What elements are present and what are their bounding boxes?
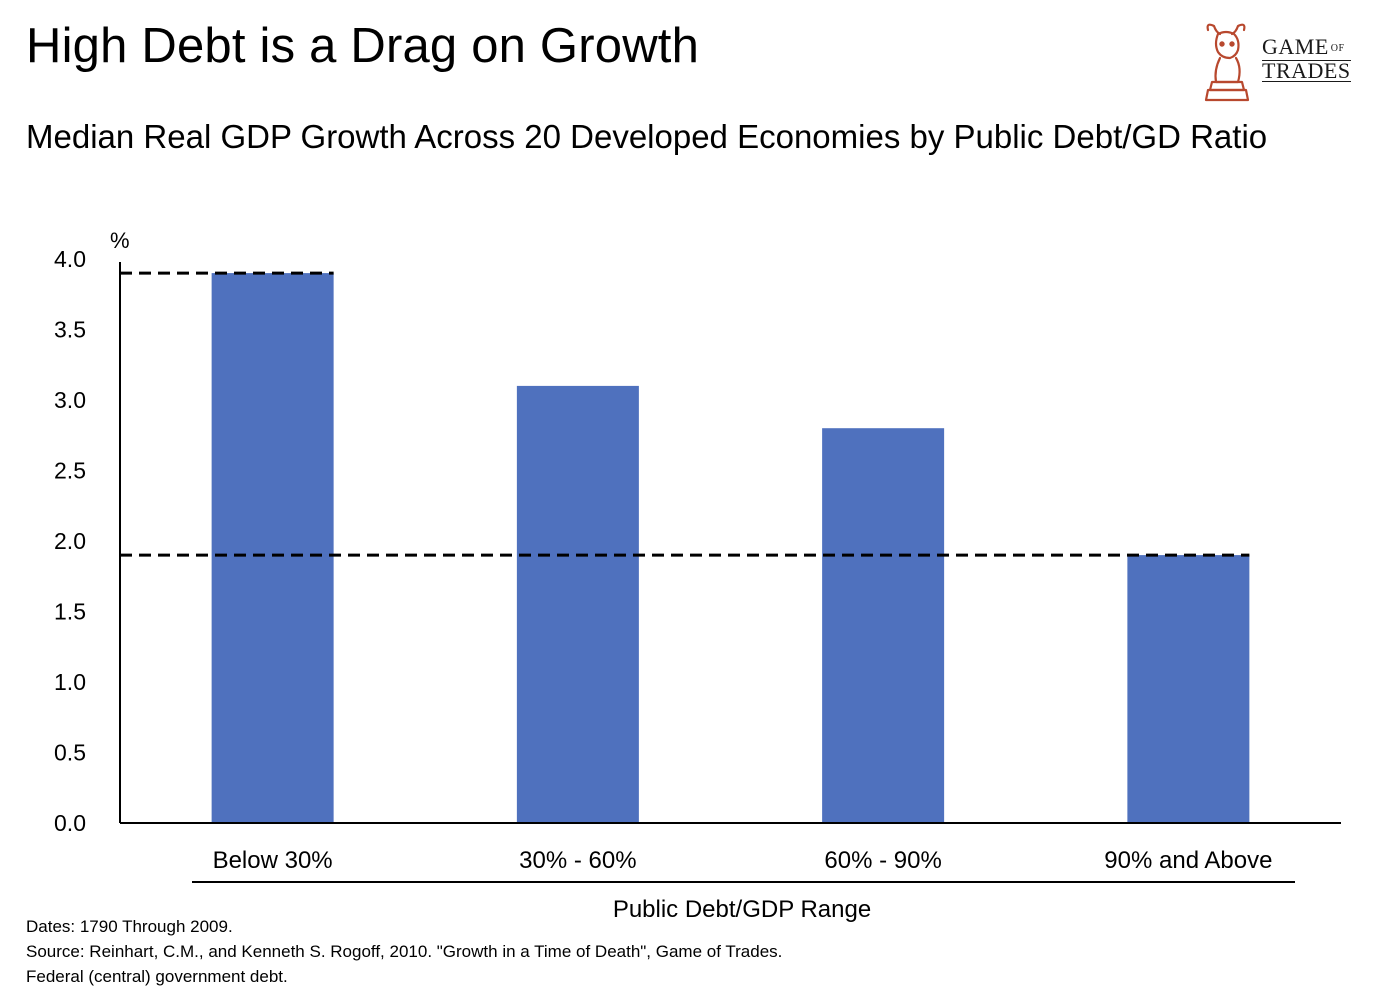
x-axis-ticks: Below 30% 30% - 60% 60% - 90% 90% and Above bbox=[213, 847, 1273, 874]
logo-of-text: OF bbox=[1330, 42, 1345, 54]
bar-2 bbox=[516, 385, 639, 823]
bars-group bbox=[211, 273, 1250, 824]
footer-source: Source: Reinhart, C.M., and Kenneth S. R… bbox=[26, 942, 783, 961]
y-unit-label: % bbox=[110, 228, 130, 253]
y-tick-label: 1.0 bbox=[54, 669, 86, 695]
y-tick-label: 3.5 bbox=[54, 317, 86, 343]
x-axis-title: Public Debt/GDP Range bbox=[613, 896, 871, 923]
footer-notes: Dates: 1790 Through 2009. Source: Reinha… bbox=[26, 914, 782, 989]
y-tick-label: 0.5 bbox=[54, 740, 86, 766]
bar-3 bbox=[822, 428, 945, 823]
footer-note: Federal (central) government debt. bbox=[26, 967, 288, 986]
game-of-trades-logo: GAME OF TRADES bbox=[1200, 20, 1365, 110]
y-tick-label: 1.5 bbox=[54, 599, 86, 625]
y-tick-label: 2.0 bbox=[54, 528, 86, 554]
chart-subtitle: Median Real GDP Growth Across 20 Develop… bbox=[26, 118, 1268, 155]
x-tick-label: 30% - 60% bbox=[519, 847, 636, 874]
bar-1 bbox=[211, 273, 334, 824]
y-tick-label: 3.0 bbox=[54, 387, 86, 413]
x-tick-label: 60% - 90% bbox=[824, 847, 941, 874]
x-tick-label: 90% and Above bbox=[1104, 847, 1272, 874]
y-axis-ticks: 0.0 0.5 1.0 1.5 2.0 2.5 3.0 3.5 4.0 bbox=[54, 246, 86, 836]
y-tick-label: 2.5 bbox=[54, 458, 86, 484]
x-tick-label: Below 30% bbox=[213, 847, 333, 874]
logo-game-text: GAME bbox=[1262, 34, 1329, 59]
chart-title: High Debt is a Drag on Growth bbox=[26, 19, 700, 73]
bull-chess-knight-icon bbox=[1204, 23, 1250, 102]
footer-dates: Dates: 1790 Through 2009. bbox=[26, 917, 233, 936]
y-tick-label: 0.0 bbox=[54, 810, 86, 836]
bar-4 bbox=[1127, 555, 1250, 823]
y-tick-label: 4.0 bbox=[54, 246, 86, 272]
reference-lines bbox=[120, 271, 1250, 557]
logo-trades-text: TRADES bbox=[1262, 57, 1351, 83]
